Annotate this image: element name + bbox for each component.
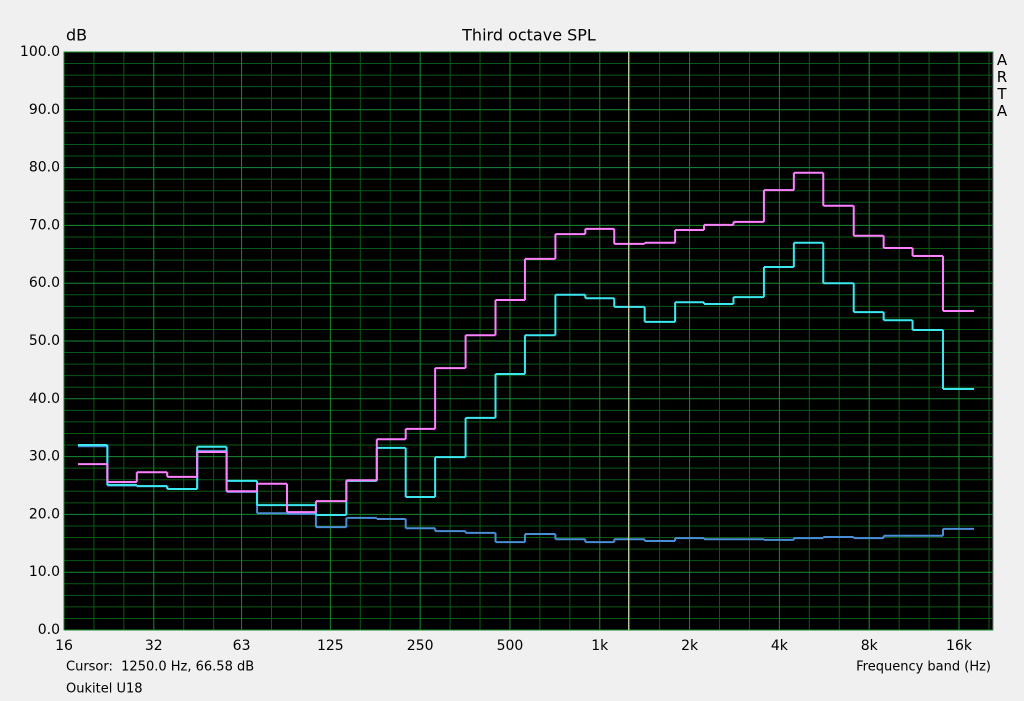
cursor-readout: Cursor: 1250.0 Hz, 66.58 dB	[66, 660, 254, 675]
x-tick-label: 8k	[861, 638, 879, 654]
x-tick-label: 16k	[946, 638, 973, 654]
x-tick-label: 1k	[591, 638, 609, 654]
y-tick-label: 20.0	[29, 506, 60, 522]
x-tick-label: 32	[145, 638, 163, 654]
y-tick-label: 0.0	[38, 622, 60, 638]
y-tick-label: 60.0	[29, 275, 60, 291]
y-tick-label: 40.0	[29, 391, 60, 407]
y-tick-label: 100.0	[20, 44, 60, 60]
x-tick-label: 125	[317, 638, 344, 654]
x-tick-label: 16	[55, 638, 73, 654]
x-tick-label: 250	[407, 638, 434, 654]
footnote: Oukitel U18	[66, 682, 143, 697]
y-tick-label: 80.0	[29, 160, 60, 176]
y-tick-label: 10.0	[29, 564, 60, 580]
y-unit: dB	[66, 26, 87, 45]
x-tick-label: 2k	[681, 638, 699, 654]
y-tick-label: 50.0	[29, 333, 60, 349]
x-tick-label: 500	[497, 638, 524, 654]
y-tick-label: 70.0	[29, 217, 60, 233]
chart-title: Third octave SPL	[461, 26, 596, 45]
y-tick-label: 90.0	[29, 102, 60, 118]
brand: ARTA	[996, 51, 1008, 120]
y-tick-label: 30.0	[29, 449, 60, 465]
x-tick-label: 63	[233, 638, 251, 654]
x-tick-label: 4k	[771, 638, 789, 654]
x-axis-label: Frequency band (Hz)	[856, 660, 991, 675]
